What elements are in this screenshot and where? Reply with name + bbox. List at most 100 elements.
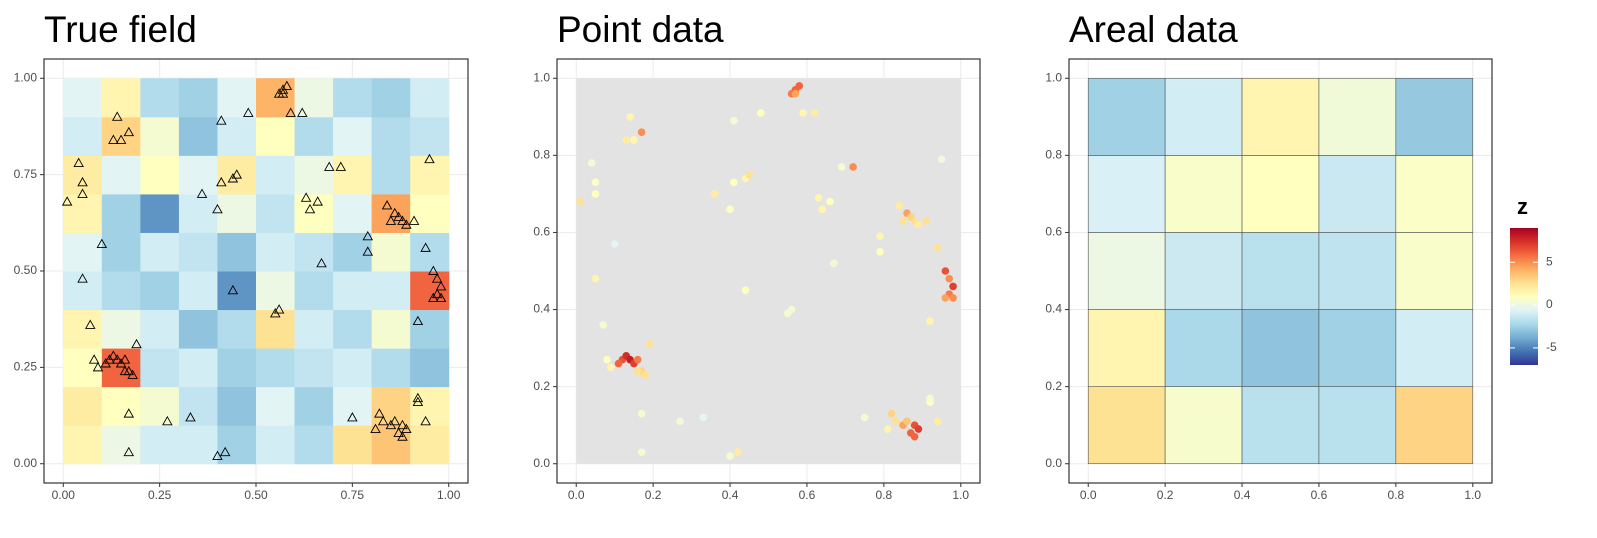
cell <box>294 348 334 388</box>
location-marker <box>115 134 127 144</box>
location-marker <box>119 365 131 376</box>
cell <box>140 386 180 426</box>
y-tick-label: 0.2 <box>533 379 550 393</box>
cell <box>371 271 411 311</box>
cell <box>1395 77 1474 156</box>
y-tick-label: 0.4 <box>533 302 550 316</box>
point <box>876 232 884 241</box>
location-marker <box>401 423 412 433</box>
y-tick-label: 0.0 <box>1045 456 1062 470</box>
location-marker <box>96 238 108 248</box>
cell <box>101 78 141 118</box>
cell <box>333 232 373 272</box>
cell <box>63 193 103 233</box>
cell <box>63 271 103 311</box>
location-marker <box>281 80 293 90</box>
point <box>676 417 684 426</box>
point <box>591 190 600 198</box>
cell <box>140 348 180 388</box>
location-marker <box>362 230 374 241</box>
cell <box>63 348 103 388</box>
location-marker <box>389 207 401 218</box>
location-marker <box>123 446 135 457</box>
cell <box>1241 77 1320 156</box>
location-marker <box>401 219 412 229</box>
cell <box>256 232 296 272</box>
point <box>914 425 923 433</box>
location-marker <box>277 88 289 98</box>
cell <box>333 309 373 349</box>
location-marker <box>111 111 123 121</box>
cell <box>333 116 373 156</box>
cell <box>217 348 257 388</box>
cell <box>333 386 373 426</box>
cell <box>63 116 103 156</box>
panel-border <box>1068 58 1493 484</box>
cell <box>63 309 103 349</box>
x-tick-label: 0.6 <box>799 488 816 502</box>
point <box>637 409 646 418</box>
cell <box>1087 77 1166 156</box>
cell <box>294 386 334 426</box>
cell <box>1164 309 1243 387</box>
cell <box>410 425 450 465</box>
cell <box>294 232 334 272</box>
cell <box>256 155 296 195</box>
cell <box>1395 155 1474 233</box>
point <box>622 136 631 144</box>
location-marker <box>212 203 223 214</box>
cell <box>256 271 296 311</box>
cell <box>101 425 141 465</box>
location-marker <box>100 358 111 368</box>
cell <box>256 309 296 349</box>
cell <box>140 232 180 272</box>
y-tick-label: 0.75 <box>14 167 38 181</box>
point <box>599 321 607 329</box>
location-marker <box>397 431 408 441</box>
cell <box>333 155 373 195</box>
location-marker <box>431 288 443 299</box>
x-tick-label: 1.00 <box>437 488 461 502</box>
point <box>837 163 846 171</box>
cell <box>178 78 218 118</box>
point <box>641 371 650 379</box>
x-tick-label: 0.2 <box>1157 488 1174 502</box>
cell <box>217 78 257 118</box>
point <box>887 409 896 418</box>
colorbar-label: 5 <box>1546 254 1553 268</box>
point <box>745 170 754 179</box>
location-marker <box>300 192 312 202</box>
colorbar <box>1510 228 1538 365</box>
cell <box>1164 386 1243 465</box>
location-marker <box>420 415 431 426</box>
point <box>906 213 915 221</box>
point <box>799 109 807 117</box>
location-marker <box>73 157 84 168</box>
cell <box>371 425 411 465</box>
cell <box>140 309 180 349</box>
cell <box>1087 386 1166 465</box>
cell <box>217 386 257 426</box>
location-marker <box>304 203 316 214</box>
point <box>899 217 907 225</box>
point <box>757 109 765 117</box>
cell <box>410 193 450 233</box>
point <box>914 220 923 229</box>
point <box>926 317 934 325</box>
legend-title: z <box>1517 194 1528 219</box>
location-marker <box>123 408 135 418</box>
cell <box>371 348 411 388</box>
cell <box>410 232 450 272</box>
point <box>941 294 950 302</box>
cell <box>1318 77 1397 156</box>
cell <box>178 386 218 426</box>
y-tick-label: 0.50 <box>14 263 38 277</box>
point <box>860 413 869 422</box>
cell <box>410 386 450 426</box>
cell <box>178 348 218 388</box>
location-marker <box>227 284 239 295</box>
location-marker <box>389 415 401 426</box>
location-marker <box>397 419 408 430</box>
cell <box>371 116 411 156</box>
location-marker <box>431 273 443 283</box>
